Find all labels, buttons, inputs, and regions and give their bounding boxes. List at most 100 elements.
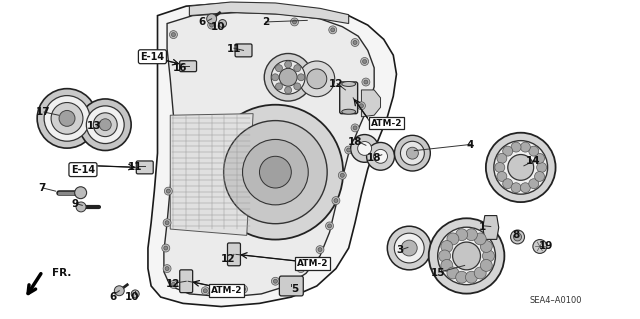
Circle shape [495, 162, 505, 172]
Text: 18: 18 [367, 153, 381, 163]
Circle shape [326, 222, 333, 230]
Circle shape [508, 154, 534, 180]
Circle shape [534, 153, 545, 163]
Text: ATM-2: ATM-2 [296, 259, 328, 268]
FancyBboxPatch shape [340, 82, 358, 114]
Circle shape [529, 179, 539, 189]
Circle shape [271, 60, 305, 94]
Text: 9: 9 [71, 199, 78, 209]
Text: 14: 14 [526, 156, 541, 166]
Circle shape [486, 133, 556, 202]
Text: 13: 13 [86, 121, 101, 131]
Text: 3: 3 [396, 245, 403, 255]
Circle shape [37, 89, 97, 148]
Text: 17: 17 [35, 107, 50, 117]
Circle shape [76, 202, 86, 212]
Text: SEA4–A0100: SEA4–A0100 [529, 296, 582, 305]
Text: 6: 6 [109, 292, 116, 302]
Circle shape [374, 149, 387, 163]
Circle shape [172, 33, 175, 37]
Circle shape [275, 83, 282, 90]
Circle shape [294, 65, 301, 72]
Circle shape [353, 41, 357, 44]
Circle shape [429, 218, 504, 293]
Circle shape [339, 171, 346, 179]
Circle shape [353, 126, 357, 130]
Circle shape [202, 287, 209, 295]
Text: 2: 2 [262, 17, 269, 27]
Circle shape [285, 61, 292, 68]
Circle shape [474, 267, 486, 279]
Circle shape [360, 57, 369, 65]
Circle shape [166, 189, 170, 193]
Polygon shape [170, 114, 253, 235]
Circle shape [51, 102, 83, 134]
Circle shape [163, 265, 171, 272]
Circle shape [165, 267, 169, 271]
Circle shape [59, 110, 75, 126]
Circle shape [86, 106, 124, 144]
Circle shape [537, 162, 547, 172]
Circle shape [294, 83, 301, 90]
Circle shape [497, 172, 507, 182]
Circle shape [367, 143, 394, 170]
Circle shape [299, 61, 335, 97]
Text: 18: 18 [348, 137, 362, 147]
Circle shape [363, 59, 367, 63]
Circle shape [456, 229, 468, 241]
Circle shape [165, 221, 169, 225]
Text: 11: 11 [227, 44, 241, 54]
Text: FR.: FR. [52, 268, 72, 278]
Circle shape [207, 14, 217, 24]
Text: 12: 12 [220, 254, 235, 264]
Text: 6: 6 [198, 17, 205, 27]
Text: 12: 12 [166, 279, 180, 289]
Text: 15: 15 [431, 268, 445, 278]
Text: 8: 8 [513, 230, 520, 241]
Text: 19: 19 [539, 241, 554, 251]
Circle shape [387, 226, 431, 270]
Circle shape [534, 172, 545, 182]
Circle shape [520, 142, 531, 152]
Circle shape [357, 102, 365, 110]
Circle shape [533, 240, 547, 253]
Circle shape [520, 183, 531, 193]
Circle shape [273, 279, 277, 283]
FancyBboxPatch shape [180, 61, 196, 72]
Circle shape [172, 282, 175, 286]
Circle shape [481, 241, 492, 252]
Circle shape [223, 121, 327, 224]
Text: ATM-2: ATM-2 [211, 286, 242, 295]
Circle shape [243, 139, 308, 205]
Circle shape [452, 242, 481, 270]
Polygon shape [148, 3, 396, 307]
Text: 5: 5 [291, 284, 298, 294]
Circle shape [241, 287, 246, 291]
FancyBboxPatch shape [235, 44, 252, 57]
Circle shape [163, 219, 171, 227]
Circle shape [307, 69, 327, 89]
FancyBboxPatch shape [180, 270, 193, 293]
Circle shape [513, 233, 522, 241]
Circle shape [351, 39, 359, 47]
Circle shape [474, 233, 486, 245]
Text: 10: 10 [211, 22, 225, 32]
Circle shape [401, 240, 417, 256]
Circle shape [351, 124, 359, 132]
Circle shape [164, 187, 172, 195]
Circle shape [364, 80, 368, 84]
Circle shape [360, 104, 364, 108]
Circle shape [239, 285, 248, 293]
Circle shape [99, 119, 111, 131]
Text: 16: 16 [173, 63, 187, 73]
Text: 11: 11 [128, 162, 143, 172]
Circle shape [494, 141, 548, 194]
Circle shape [362, 78, 370, 86]
Circle shape [208, 21, 216, 29]
Text: 7: 7 [38, 183, 45, 193]
Ellipse shape [342, 81, 356, 86]
Text: E-14: E-14 [140, 52, 164, 62]
FancyBboxPatch shape [280, 276, 303, 296]
Circle shape [465, 271, 477, 283]
Circle shape [297, 265, 305, 272]
